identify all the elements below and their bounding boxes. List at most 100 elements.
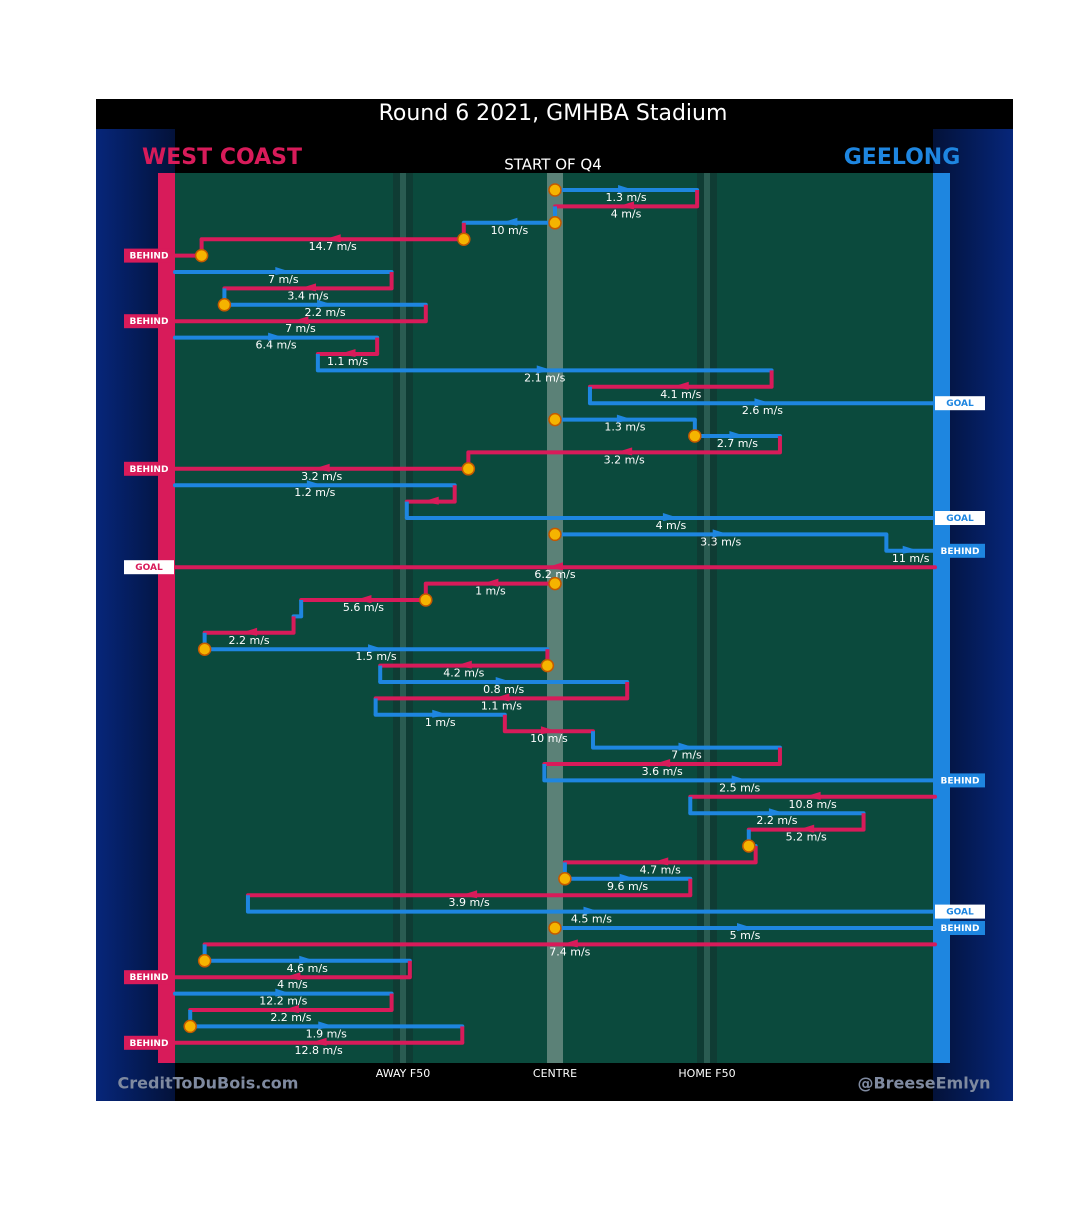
speed-label: 1.5 m/s — [355, 650, 396, 663]
speed-label: 1 m/s — [425, 716, 456, 729]
speed-label: 2.1 m/s — [524, 371, 565, 384]
arrow — [536, 365, 553, 374]
speed-label: 3.2 m/s — [604, 453, 645, 466]
speed-label: 2.2 m/s — [229, 634, 270, 647]
arrow — [282, 1005, 299, 1013]
turnover-marker — [183, 1019, 197, 1034]
outcome-label: BEHIND — [130, 252, 169, 262]
turnover-marker — [457, 232, 471, 246]
speed-label: 2.2 m/s — [756, 814, 797, 827]
arrow — [547, 562, 563, 571]
x-tick-label: CENTRE — [533, 1067, 577, 1080]
speed-label: 10 m/s — [530, 732, 568, 745]
outcome-label: BEHIND — [130, 1039, 169, 1049]
outcome-box — [124, 461, 174, 476]
arrow — [482, 578, 499, 587]
arrow — [493, 693, 510, 702]
speed-label: 2.7 m/s — [717, 437, 758, 450]
speed-label: 4 m/s — [656, 519, 687, 532]
arrow — [737, 923, 753, 931]
speed-label: 4 m/s — [611, 207, 642, 220]
speed-label: 4.5 m/s — [571, 913, 612, 926]
arrow — [619, 873, 636, 882]
chart-title: Round 6 2021, GMHBA Stadium — [379, 101, 728, 126]
speed-label: 6.2 m/s — [534, 568, 575, 581]
speed-label: 12.2 m/s — [259, 995, 307, 1008]
arrow — [654, 759, 671, 767]
speed-label: 12.8 m/s — [295, 1044, 343, 1057]
team-name: GEELONG — [844, 145, 961, 170]
speed-label: 4 m/s — [277, 978, 308, 991]
outcome-box — [124, 970, 174, 985]
arrow — [355, 595, 372, 603]
field-line — [704, 173, 710, 1063]
speed-label: 2.2 m/s — [270, 1011, 311, 1024]
arrow — [268, 332, 285, 341]
outcome-label: GOAL — [946, 514, 974, 524]
speed-label: 6.4 m/s — [256, 339, 297, 352]
subheader-band — [175, 129, 933, 173]
outcome-label: BEHIND — [941, 776, 980, 786]
arrow — [616, 414, 633, 423]
speed-label: 4.2 m/s — [443, 667, 484, 680]
speed-label: 1.1 m/s — [481, 699, 522, 712]
arrow — [313, 463, 330, 472]
speed-label: 3.6 m/s — [642, 765, 683, 778]
arrow — [455, 660, 472, 669]
arrow — [495, 677, 512, 685]
arrow — [618, 185, 635, 193]
arrow — [662, 513, 679, 521]
arrow — [299, 955, 316, 964]
arrow — [300, 283, 316, 292]
speed-label: 7 m/s — [268, 273, 299, 286]
arrow — [712, 529, 729, 538]
outcome-label: BEHIND — [941, 924, 980, 934]
arrow — [501, 217, 518, 226]
arrow — [672, 381, 689, 390]
arrow — [652, 857, 669, 866]
speed-label: 5.6 m/s — [343, 601, 384, 614]
credit: CreditToDuBois.com — [118, 1074, 299, 1093]
turnover-marker — [548, 921, 562, 935]
arrow — [731, 775, 748, 784]
arrow — [310, 1037, 327, 1046]
arrow — [804, 791, 821, 800]
speed-label: 1 m/s — [475, 585, 506, 598]
turnover-marker — [217, 298, 232, 312]
speed-label: 7 m/s — [285, 322, 316, 335]
arrow — [324, 234, 341, 243]
team-bar — [158, 173, 175, 1063]
outcome-box — [935, 904, 985, 919]
team-bar — [933, 173, 950, 1063]
speed-label: 3.3 m/s — [700, 535, 741, 548]
outcome-box — [935, 396, 985, 411]
speed-label: 10 m/s — [491, 224, 529, 237]
outcome-box — [935, 543, 985, 558]
speed-label: 4.1 m/s — [660, 388, 701, 401]
outcome-label: GOAL — [946, 399, 974, 409]
turnover-marker — [558, 872, 572, 886]
arrow — [768, 808, 785, 817]
outcome-box — [124, 1035, 174, 1050]
speed-label: 3.4 m/s — [287, 289, 328, 302]
speed-label: 1.3 m/s — [604, 421, 645, 434]
speed-label: 1.9 m/s — [306, 1027, 347, 1040]
arrow — [583, 906, 600, 915]
outcome-box — [935, 511, 985, 525]
speed-label: 5.2 m/s — [786, 831, 827, 844]
arrow — [729, 431, 746, 439]
outcome-label: BEHIND — [941, 547, 980, 557]
turnover-marker — [461, 462, 476, 476]
speed-label: 2.6 m/s — [742, 404, 783, 417]
turnover-marker — [742, 839, 756, 853]
turnover-marker — [548, 527, 562, 542]
arrow — [292, 316, 309, 325]
outcome-box — [124, 560, 174, 575]
plot: AWAY F50 CENTRE HOME F50 1.3 m/s 4 m/s 10 m/s… — [124, 173, 985, 1080]
speed-label: 2.2 m/s — [305, 306, 346, 319]
speed-label: 4.7 m/s — [640, 863, 681, 876]
arrow — [339, 349, 356, 357]
credit: @BreeseEmlyn — [857, 1074, 990, 1093]
arrow — [618, 201, 635, 210]
header-band — [96, 99, 1013, 129]
